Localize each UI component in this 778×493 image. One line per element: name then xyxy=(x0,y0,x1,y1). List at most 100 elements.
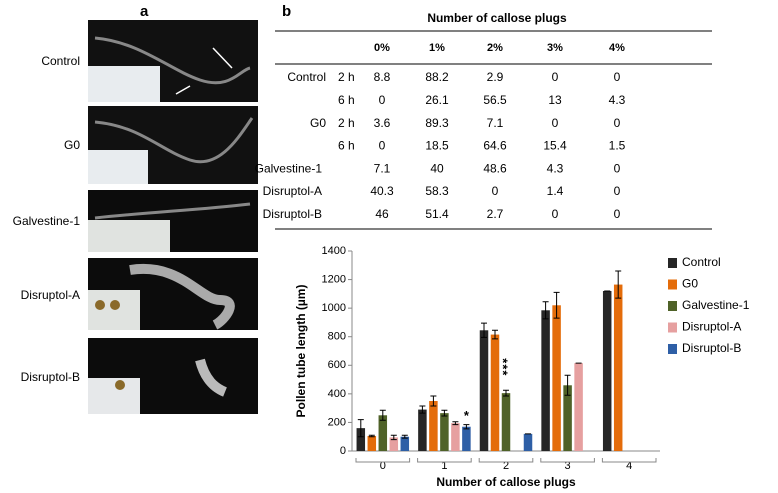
y-tick-label: 1400 xyxy=(322,245,346,257)
table-cell: 26.1 xyxy=(425,93,449,107)
y-tick-label: 400 xyxy=(328,388,346,400)
table-cell: 7.1 xyxy=(487,116,504,130)
y-axis-title: Pollen tube length (µm) xyxy=(294,285,308,418)
significance: * xyxy=(464,408,470,423)
bar xyxy=(552,305,561,451)
table-cell: 0 xyxy=(552,207,559,221)
x-group-bracket xyxy=(478,458,534,463)
legend-label: Disruptol-A xyxy=(682,320,741,334)
x-tick-label: 0 xyxy=(380,460,386,472)
row-time: 6 h xyxy=(338,93,355,107)
bar xyxy=(501,393,511,451)
bar xyxy=(563,385,572,451)
table-cell: 40 xyxy=(430,161,444,175)
error-bar xyxy=(564,374,571,396)
bar xyxy=(490,334,500,451)
table-cell: 58.3 xyxy=(425,184,449,198)
error-bar xyxy=(542,301,549,320)
image-label: Disruptol-B xyxy=(21,370,80,384)
row-time: 2 h xyxy=(338,116,355,130)
table-cell: 3.6 xyxy=(374,116,391,130)
table-cell: 0 xyxy=(379,93,386,107)
table-cell: 0 xyxy=(614,184,621,198)
table-cell: 64.6 xyxy=(483,139,507,153)
table-cell: 88.2 xyxy=(425,70,449,84)
table-cell: 0 xyxy=(552,116,559,130)
bar xyxy=(367,436,377,451)
bar xyxy=(462,426,471,451)
table-cell: 0 xyxy=(552,70,559,84)
table-title: Number of callose plugs xyxy=(427,11,567,25)
error-bar xyxy=(390,434,397,441)
legend-label: G0 xyxy=(682,277,698,291)
micrographs xyxy=(88,20,258,414)
x-tick-label: 4 xyxy=(626,460,632,472)
table-cell: 2.7 xyxy=(487,207,504,221)
legend-label: Disruptol-B xyxy=(682,341,741,355)
table-rules xyxy=(275,30,712,230)
row-label: Control xyxy=(287,70,326,84)
bar xyxy=(378,415,388,451)
bar xyxy=(400,436,410,451)
column-header: 1% xyxy=(429,42,445,54)
y-tick-label: 1000 xyxy=(322,302,346,314)
legend-swatch xyxy=(668,344,677,354)
legend-swatch xyxy=(668,322,677,333)
row-label: Disruptol-B xyxy=(263,207,322,221)
error-bar xyxy=(615,270,622,299)
error-bar xyxy=(419,405,426,414)
table-cell: 89.3 xyxy=(425,116,449,130)
y-tick-label: 800 xyxy=(328,331,346,343)
bar xyxy=(523,433,533,451)
row-label: Galvestine-1 xyxy=(255,161,323,175)
error-bar xyxy=(492,329,498,340)
legend-swatch xyxy=(668,279,677,290)
bar xyxy=(429,401,438,451)
table-cell: 2.9 xyxy=(487,70,504,84)
row-label: G0 xyxy=(310,116,326,130)
table-cell: 46 xyxy=(375,207,389,221)
error-bar xyxy=(452,421,459,426)
table-cell: 0 xyxy=(614,70,621,84)
error-bar xyxy=(357,419,364,438)
table-cell: 8.8 xyxy=(374,70,391,84)
image-label: G0 xyxy=(64,138,80,152)
bar xyxy=(440,413,449,451)
table-cell: 1.4 xyxy=(547,184,564,198)
significance: *** xyxy=(496,358,511,376)
table-cell: 4.3 xyxy=(547,161,564,175)
bar xyxy=(602,291,612,451)
x-tick-label: 1 xyxy=(441,460,447,472)
legend-swatch xyxy=(668,301,677,311)
bar xyxy=(389,437,399,451)
row-time: 6 h xyxy=(338,139,355,153)
error-bar xyxy=(463,424,470,430)
error-bar xyxy=(401,434,408,439)
x-tick-label: 2 xyxy=(503,460,509,472)
legend-label: Control xyxy=(682,255,721,269)
bar xyxy=(613,284,623,451)
row-label: Disruptol-A xyxy=(263,184,322,198)
x-group-bracket xyxy=(417,458,472,463)
table-cell: 15.4 xyxy=(543,139,567,153)
x-group-bracket xyxy=(355,458,411,463)
table-cell: 56.5 xyxy=(483,93,507,107)
image-label: Disruptol-A xyxy=(21,288,80,302)
image-label: Galvestine-1 xyxy=(13,214,81,228)
table-cell: 40.3 xyxy=(370,184,394,198)
y-tick-label: 600 xyxy=(328,359,346,371)
error-bar xyxy=(379,409,386,421)
error-bar xyxy=(441,409,448,417)
column-header: 3% xyxy=(547,42,563,54)
table-cell: 18.5 xyxy=(425,139,449,153)
error-bar xyxy=(430,395,437,407)
error-bar xyxy=(368,434,375,438)
table-cell: 51.4 xyxy=(425,207,449,221)
image-label: Control xyxy=(41,54,80,68)
table-cell: 0 xyxy=(614,116,621,130)
bar xyxy=(479,330,489,451)
column-header: 0% xyxy=(374,42,390,54)
column-header: 2% xyxy=(487,42,503,54)
bar xyxy=(418,409,427,451)
